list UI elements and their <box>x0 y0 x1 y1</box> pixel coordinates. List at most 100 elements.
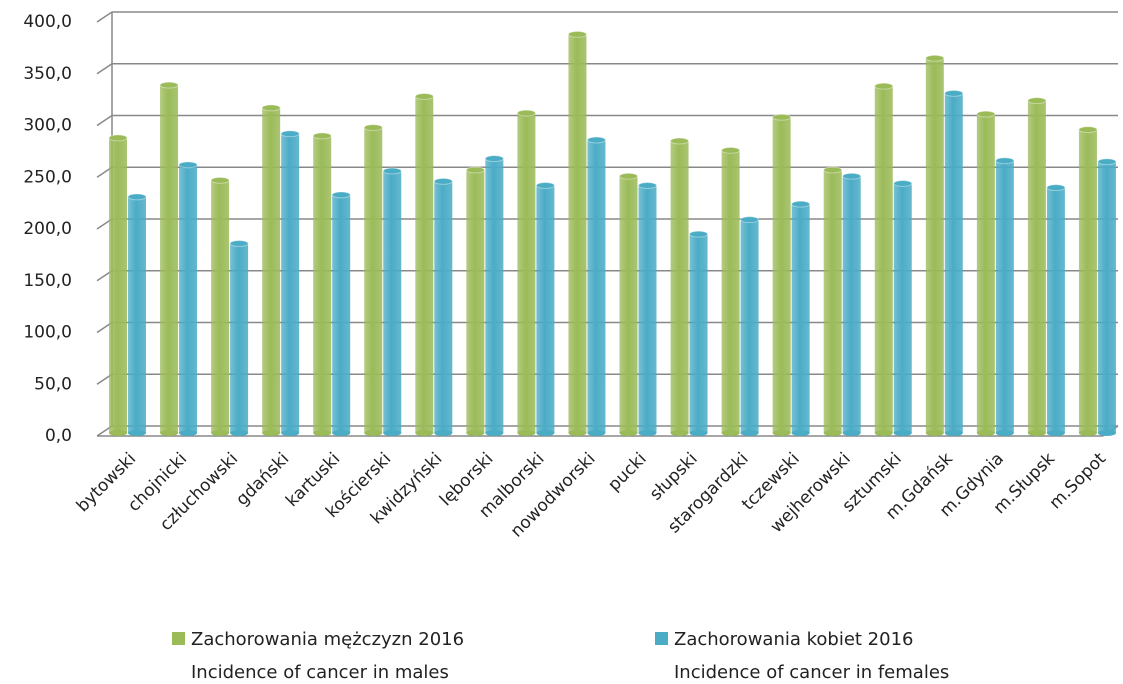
x-tick-label: gdański <box>232 449 293 510</box>
bar <box>567 30 587 436</box>
bar-body <box>415 96 434 434</box>
bar-bottom <box>874 430 893 436</box>
bar-top <box>178 161 198 169</box>
bar-bottom <box>517 430 536 436</box>
bar <box>689 230 709 436</box>
bar-top <box>586 136 606 144</box>
bar <box>465 166 485 436</box>
bar-top <box>229 239 249 247</box>
bar <box>925 54 945 436</box>
bar <box>944 89 964 436</box>
bar <box>484 155 504 436</box>
bar-top <box>331 191 351 199</box>
bar <box>433 177 453 436</box>
bar-bottom <box>332 430 351 436</box>
bar-body <box>638 185 657 433</box>
bar <box>823 166 843 436</box>
bar-bottom <box>772 430 791 436</box>
bar-top <box>925 54 945 62</box>
bar-bottom <box>281 430 300 436</box>
bar <box>414 93 434 436</box>
grid-line-depth <box>96 114 113 127</box>
y-tick-label: 100,0 <box>23 323 72 343</box>
bar-top <box>791 200 811 208</box>
bar-body <box>619 176 638 433</box>
bar-top <box>1027 97 1047 105</box>
bar-body <box>281 133 300 433</box>
bar <box>312 132 332 436</box>
bar-body <box>1046 187 1065 433</box>
bar <box>1046 184 1066 436</box>
grid-line-depth <box>96 11 113 23</box>
bar-bottom <box>211 430 230 436</box>
bar-body <box>772 117 791 433</box>
bar-bottom <box>893 430 912 436</box>
bar-body <box>434 181 453 433</box>
bar-top <box>484 155 504 163</box>
bar-bottom <box>485 430 504 436</box>
bar <box>893 179 913 436</box>
bar-body <box>160 85 179 433</box>
bar-bottom <box>944 430 963 436</box>
bar-body <box>976 114 995 434</box>
bar <box>976 110 996 436</box>
bar-bottom <box>179 430 198 436</box>
bar <box>159 81 179 436</box>
bar-body <box>179 164 198 433</box>
bar-bottom <box>925 430 944 436</box>
bar-top <box>261 104 281 112</box>
x-tick-label: pucki <box>604 449 650 495</box>
legend-swatch <box>172 632 185 645</box>
y-tick-label: 200,0 <box>23 219 72 239</box>
bar-body <box>485 158 504 433</box>
bar-top <box>772 113 792 121</box>
bar <box>280 130 300 436</box>
bar-top <box>159 81 179 89</box>
bar-bottom <box>823 430 842 436</box>
bar-top <box>1097 158 1117 166</box>
y-tick-label: 0,0 <box>45 426 72 446</box>
bar-body <box>536 185 555 433</box>
bar-bottom <box>740 430 759 436</box>
bar <box>791 200 811 436</box>
bar-body <box>109 137 127 434</box>
bar-body <box>262 107 281 433</box>
bar <box>740 216 760 436</box>
bar <box>229 239 249 436</box>
bar-bottom <box>1097 430 1116 436</box>
bar-bottom <box>536 430 555 436</box>
bar <box>619 172 638 436</box>
bar-top <box>740 216 760 224</box>
bar-top <box>689 230 709 238</box>
bar-bottom <box>568 430 587 436</box>
bar-top <box>516 109 536 117</box>
bar-body <box>587 139 606 434</box>
bar-bottom <box>1027 430 1046 436</box>
bar <box>108 134 128 436</box>
bar-top <box>670 137 690 145</box>
bar-bottom <box>160 430 179 436</box>
bar-body <box>721 150 740 433</box>
bar <box>363 124 383 436</box>
bar-top <box>312 132 332 140</box>
bar-bottom <box>230 430 249 436</box>
bar <box>586 136 606 436</box>
bar-bottom <box>670 430 689 436</box>
bar-top <box>619 172 638 180</box>
y-tick-label: 50,0 <box>34 374 72 394</box>
bar-top <box>433 177 453 185</box>
legend-label: Zachorowania mężczyzn 2016 <box>191 629 464 650</box>
y-tick-label: 350,0 <box>23 64 72 84</box>
bar-bottom <box>383 430 402 436</box>
bar <box>178 161 198 436</box>
bar-body <box>791 204 810 433</box>
bar-body <box>893 183 912 433</box>
bar-body <box>1097 161 1116 433</box>
bar-top <box>995 157 1015 165</box>
grid-line-depth <box>96 63 113 75</box>
bar-body <box>842 176 861 433</box>
bar-top <box>976 110 996 118</box>
bar <box>210 176 230 436</box>
bar-body <box>944 93 963 433</box>
bar-top <box>567 30 587 38</box>
